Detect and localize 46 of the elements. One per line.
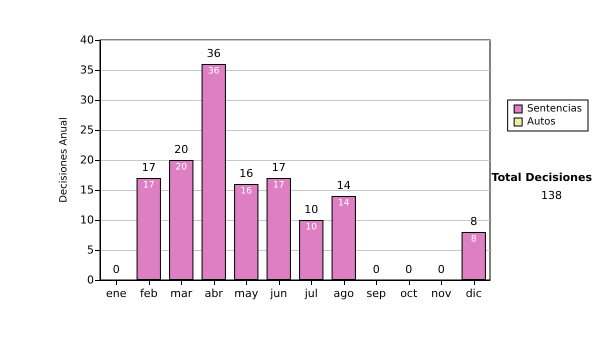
y-axis-title: Decisiones Anual (58, 117, 70, 203)
data-label: 20 (176, 162, 188, 172)
legend-label: Autos (527, 116, 556, 128)
y-tick-label: 25 (80, 124, 94, 136)
total-label: 0 (405, 263, 412, 276)
data-label: 14 (338, 198, 350, 208)
x-tick-label: nov (431, 287, 452, 300)
x-tick-label: oct (400, 287, 418, 300)
text: 138 (541, 189, 562, 202)
y-tick-label: 15 (80, 184, 94, 196)
total-label: 36 (206, 47, 221, 60)
x-tick-label: ene (106, 287, 127, 300)
total-label: 17 (142, 161, 156, 174)
total-label: 0 (438, 263, 445, 276)
y-tick-label: 0 (87, 274, 94, 286)
x-tick-label: feb (140, 287, 158, 300)
total-label: 0 (372, 263, 380, 276)
total-label: 20 (174, 143, 188, 156)
total-label: 14 (336, 179, 351, 192)
y-tick-label: 10 (80, 214, 94, 226)
total-label: 8 (470, 215, 478, 228)
total-label: 17 (272, 161, 286, 174)
y-tick-label: 5 (87, 244, 94, 256)
data-label: 8 (470, 234, 477, 244)
x-tick-label: abr (204, 287, 224, 300)
data-label: 17 (273, 180, 284, 190)
legend-label: Sentencias (527, 104, 582, 114)
x-tick-label: jul (304, 287, 318, 300)
data-label: 36 (208, 66, 220, 76)
x-tick-label: jun (269, 287, 288, 300)
y-tick-label: 35 (80, 64, 94, 76)
y-tick-label: 40 (80, 34, 94, 46)
data-label: 17 (143, 180, 154, 190)
data-label: 16 (240, 186, 252, 196)
x-tick-label: may (234, 287, 259, 300)
x-tick-label: mar (170, 287, 193, 300)
x-tick-label: sep (366, 287, 386, 300)
y-tick-label: 20 (80, 154, 94, 166)
total-label: 16 (239, 167, 254, 180)
x-tick-label: dic (466, 287, 482, 300)
x-tick-label: ago (334, 287, 354, 300)
text: Total Decisiones (492, 171, 592, 184)
total-label: 10 (304, 203, 318, 216)
y-tick-label: 30 (80, 94, 94, 106)
total-label: 0 (112, 263, 120, 276)
data-label: 10 (306, 222, 318, 232)
